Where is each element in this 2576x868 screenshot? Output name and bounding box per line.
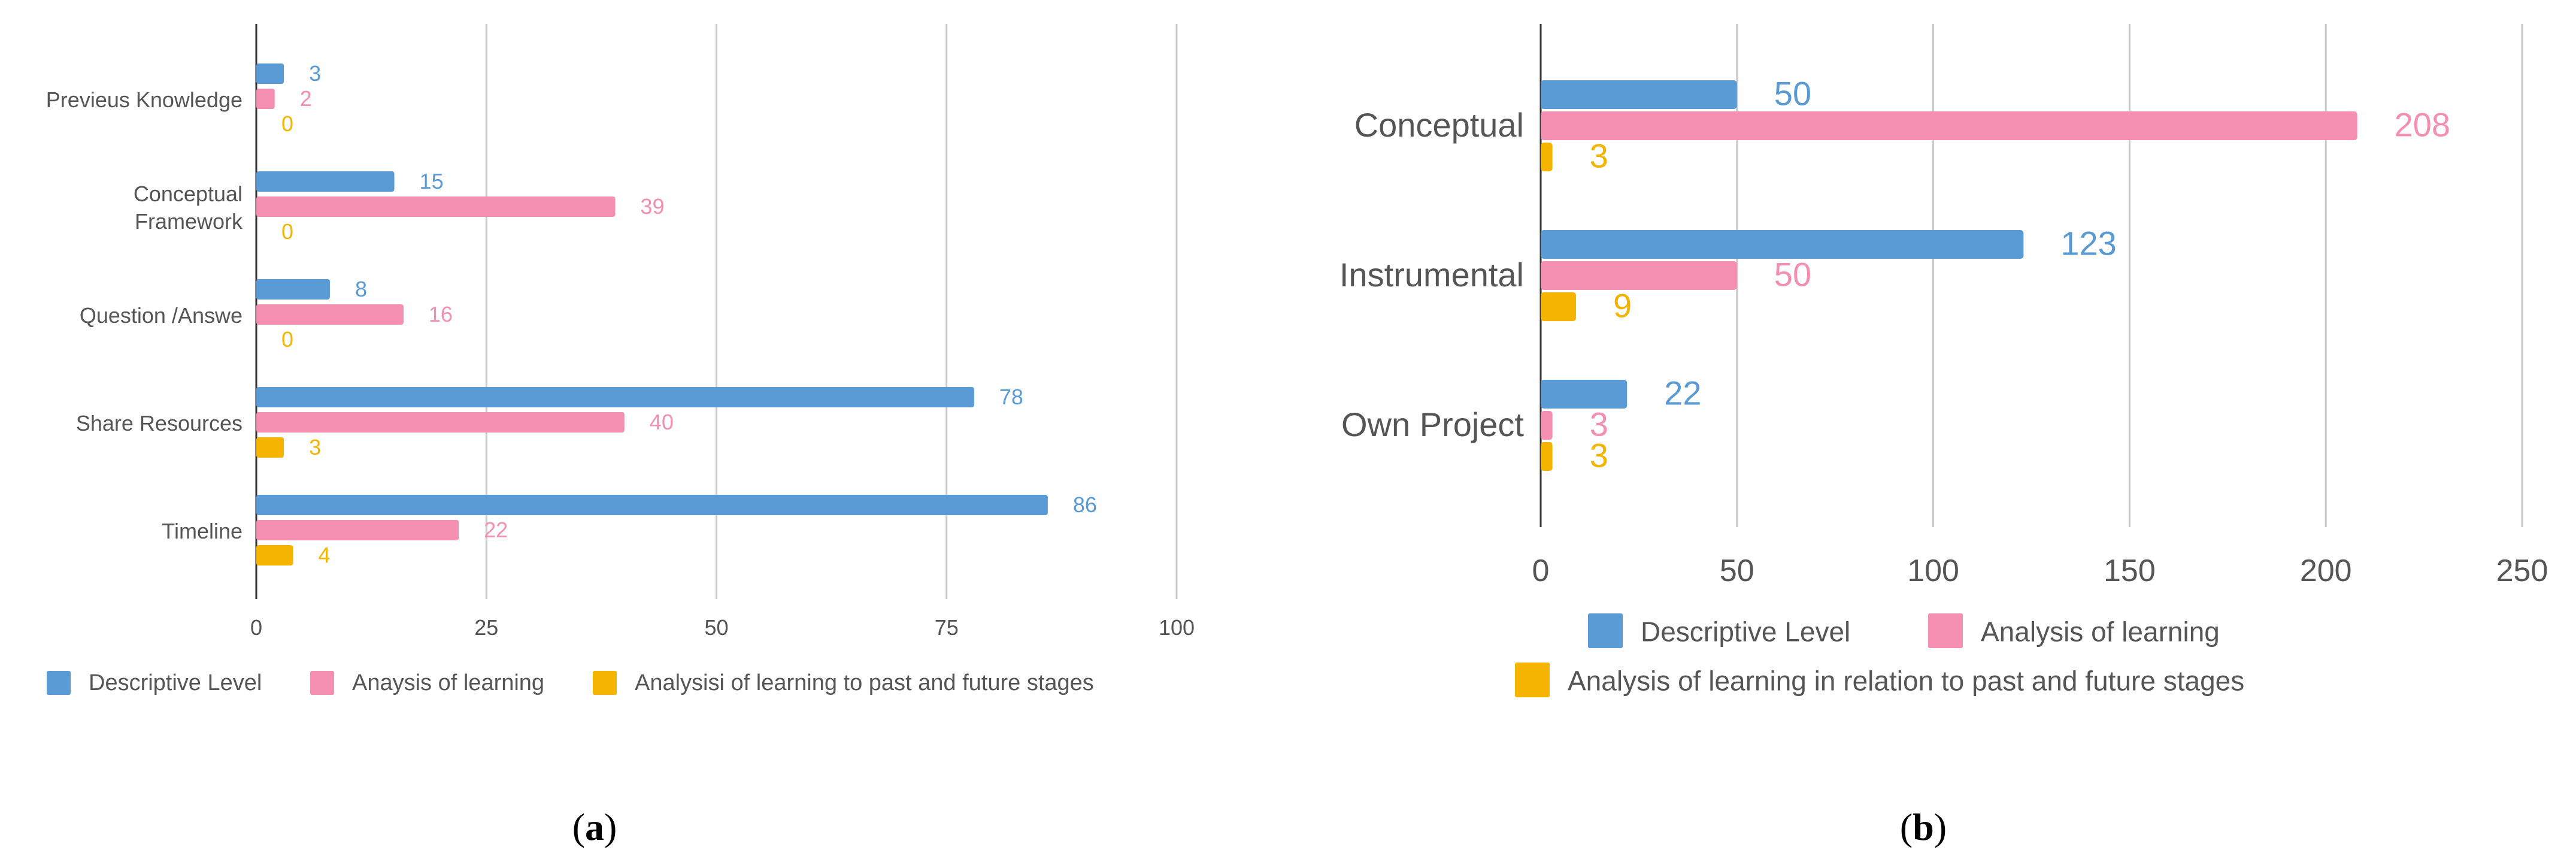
chart-a-legend-swatch [47, 671, 71, 695]
chart-b-bar [1541, 411, 1553, 440]
chart-a-bar [256, 520, 459, 540]
chart-b-bar [1541, 380, 1628, 409]
chart-a-data-label: 86 [1073, 492, 1097, 517]
chart-b-data-label: 3 [1590, 137, 1608, 174]
chart-a-category-label: Timeline [162, 519, 243, 543]
chart-a-bar [256, 412, 625, 433]
chart-a-data-label: 3 [309, 61, 321, 86]
chart-a-data-label: 4 [318, 543, 330, 567]
chart-a-data-label: 22 [484, 518, 508, 542]
chart-b-bar [1541, 230, 2024, 259]
chart-a-category-label: Previeus Knowledge [46, 87, 243, 112]
chart-b-data-label: 3 [1590, 436, 1608, 474]
chart-b-bar [1541, 80, 1737, 109]
chart-a-bar [256, 495, 1048, 515]
chart-a-data-label: 0 [281, 327, 293, 352]
chart-a-data-label: 78 [999, 385, 1023, 409]
chart-a-category-label-line: Share Resources [76, 411, 243, 435]
chart-a-data-label: 0 [281, 219, 293, 244]
chart-b-x-tick-label: 100 [1907, 554, 1959, 588]
chart-b-category-label: Own Project [1341, 406, 1524, 443]
chart-b-legend-label: Analysis of learning in relation to past… [1568, 665, 2244, 696]
chart-b-legend-label: Analysis of learning [1981, 616, 2220, 647]
chart-b-x-tick-label: 150 [2104, 554, 2156, 588]
chart-a-x-tick-label: 100 [1159, 615, 1195, 640]
chart-b-category-label-line: Instrumental [1339, 256, 1524, 294]
chart-b-bar [1541, 292, 1577, 321]
chart-a-data-label: 0 [281, 111, 293, 136]
chart-a-bar [256, 545, 293, 565]
chart-b-category-label: Conceptual [1354, 106, 1524, 144]
chart-b-bar [1541, 111, 2357, 140]
chart-b-x-tick-label: 50 [1720, 554, 1754, 588]
chart-a-x-tick-label: 25 [474, 615, 498, 640]
chart-a-legend-label: Descriptive Level [89, 670, 262, 695]
chart-a-data-label: 39 [640, 194, 664, 219]
chart-a-x-tick-label: 0 [250, 615, 262, 640]
chart-b-x-tick-label: 0 [1532, 554, 1550, 588]
chart-a-bar [256, 279, 330, 300]
chart-a-bar [256, 387, 974, 407]
chart-b-data-label: 50 [1774, 255, 1811, 293]
chart-a-data-label: 15 [420, 169, 444, 193]
chart-b: 0 50 100 150 200 250 Conceptual Instrumental Own… [1339, 24, 2548, 697]
caption-b: (b) [1900, 806, 1947, 848]
chart-a-category-label: Question /Answe [80, 303, 243, 328]
chart-b-legend-label: Descriptive Level [1641, 616, 1850, 647]
chart-b-data-label: 50 [1774, 74, 1811, 112]
chart-a-category-label-line: Conceptual [134, 182, 243, 206]
chart-a-bar [256, 304, 404, 325]
chart-a-legend-label: Anaysis of learning [352, 670, 544, 695]
caption-a: (a) [572, 806, 617, 848]
chart-b-data-label: 22 [1664, 374, 1701, 412]
chart-b-data-label: 3 [1590, 405, 1608, 443]
chart-b-category-label: Instrumental [1339, 256, 1524, 294]
chart-b-x-tick-label: 200 [2300, 554, 2352, 588]
chart-a-x-tick-label: 75 [935, 615, 959, 640]
chart-b-category-label-line: Own Project [1341, 406, 1524, 443]
chart-a-bar [256, 89, 275, 109]
chart-a-bar [256, 171, 395, 192]
chart-a-category-label: Conceptual Framework [134, 182, 243, 234]
chart-b-legend-swatch [1515, 663, 1550, 697]
chart-a-data-label: 8 [355, 277, 367, 301]
chart-a-data-label: 3 [309, 435, 321, 459]
chart-a-category-label-line: Framework [135, 209, 243, 234]
chart-a-legend-swatch [593, 671, 617, 695]
chart-b-legend-swatch [1588, 613, 1623, 648]
chart-b-data-label: 123 [2060, 224, 2116, 262]
chart-a: 0 25 50 75 100 Previeus Knowledge Conceptual Fr… [46, 24, 1195, 695]
chart-b-bar [1541, 442, 1553, 471]
chart-a-x-tick-label: 50 [704, 615, 728, 640]
chart-a-data-label: 40 [650, 410, 674, 434]
chart-b-category-label-line: Conceptual [1354, 106, 1524, 144]
chart-a-bar [256, 196, 616, 217]
chart-b-bar [1541, 143, 1553, 171]
chart-a-data-label: 16 [429, 302, 453, 326]
chart-b-x-tick-label: 250 [2496, 554, 2548, 588]
chart-a-legend-label: Analysisi of learning to past and future… [635, 670, 1094, 695]
chart-a-category-label-line: Question /Answe [80, 303, 243, 328]
chart-b-data-label: 9 [1613, 286, 1632, 324]
chart-b-data-label: 208 [2395, 105, 2450, 143]
chart-a-category-label-line: Timeline [162, 519, 243, 543]
chart-b-legend-swatch [1928, 613, 1963, 648]
chart-a-data-label: 2 [300, 86, 312, 111]
chart-a-bar [256, 63, 284, 84]
chart-a-bar [256, 437, 284, 458]
chart-a-legend-swatch [310, 671, 334, 695]
chart-a-category-label-line: Previeus Knowledge [46, 87, 243, 112]
chart-b-bar [1541, 261, 1737, 290]
chart-a-category-label: Share Resources [76, 411, 243, 435]
